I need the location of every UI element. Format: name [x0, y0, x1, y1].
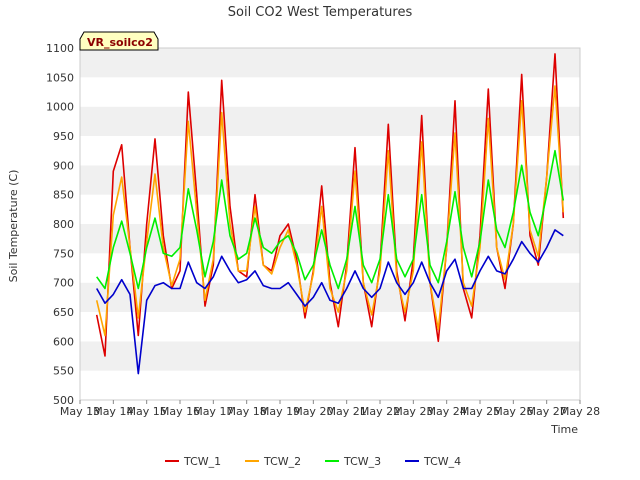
legend-label: TCW_3 [343, 455, 381, 468]
x-tick-label: May 18 [227, 405, 267, 418]
y-tick-label: 1100 [46, 42, 74, 55]
y-tick-label: 600 [53, 335, 74, 348]
y-axis-title: Soil Temperature (C) [7, 170, 20, 283]
series-tcw-2-line [95, 85, 565, 337]
series-lines [95, 53, 565, 375]
x-tick-label: May 13 [60, 405, 100, 418]
y-tick-label: 1050 [46, 71, 74, 84]
x-tick-label: May 19 [260, 405, 300, 418]
grid-band [80, 136, 580, 166]
x-tick-label: May 21 [327, 405, 367, 418]
legend: TCW_1 TCW_2 TCW_3 TCW_4 [165, 455, 461, 468]
y-tick-label: 800 [53, 218, 74, 231]
x-tick-label: May 20 [293, 405, 333, 418]
x-tick-label: May 27 [527, 405, 567, 418]
chart-title: Soil CO2 West Temperatures [228, 5, 413, 20]
y-tick-label: 700 [53, 277, 74, 290]
x-tick-label: May 17 [193, 405, 233, 418]
grid-band [80, 370, 580, 400]
grid-band [80, 106, 580, 136]
y-tick-label: 550 [53, 365, 74, 378]
x-axis-title: Time [550, 423, 578, 436]
x-tick-label: May 28 [560, 405, 600, 418]
legend-label: TCW_4 [423, 455, 461, 468]
badge-box [79, 31, 159, 51]
grid-band [80, 341, 580, 371]
x-tick-label: May 26 [493, 405, 533, 418]
grid-band [80, 165, 580, 195]
x-tick-label: May 23 [393, 405, 433, 418]
y-tick-label: 1000 [46, 101, 74, 114]
y-tick-label: 950 [53, 130, 74, 143]
x-tick-label: May 15 [127, 405, 167, 418]
x-tick-label: May 22 [360, 405, 400, 418]
badge-label: VR_soilco2 [87, 36, 153, 49]
y-tick-label: 500 [53, 394, 74, 407]
legend-label: TCW_2 [263, 455, 301, 468]
y-tick-label: 900 [53, 159, 74, 172]
x-tick-label: May 24 [427, 405, 467, 418]
grid-band [80, 194, 580, 224]
grid-band [80, 312, 580, 342]
plot-frame [79, 47, 581, 401]
y-tick-label: 750 [53, 247, 74, 260]
x-tick-label: May 16 [160, 405, 200, 418]
grid-band [80, 224, 580, 254]
x-tick-label: May 14 [93, 405, 133, 418]
series-tcw-3-line [96, 149, 565, 290]
legend-label: TCW_1 [183, 455, 221, 468]
grid-band [80, 77, 580, 107]
grid-band [80, 48, 580, 78]
y-tick-label: 850 [53, 189, 74, 202]
series-tcw-4-line [96, 229, 564, 375]
plot-bands [80, 48, 580, 400]
x-tick-label: May 25 [460, 405, 500, 418]
y-axis: 500 550 600 650 700 750 800 850 900 950 1000 1050 11… [46, 42, 74, 407]
badge: VR_soilco2 [79, 31, 159, 51]
y-tick-label: 650 [53, 306, 74, 319]
